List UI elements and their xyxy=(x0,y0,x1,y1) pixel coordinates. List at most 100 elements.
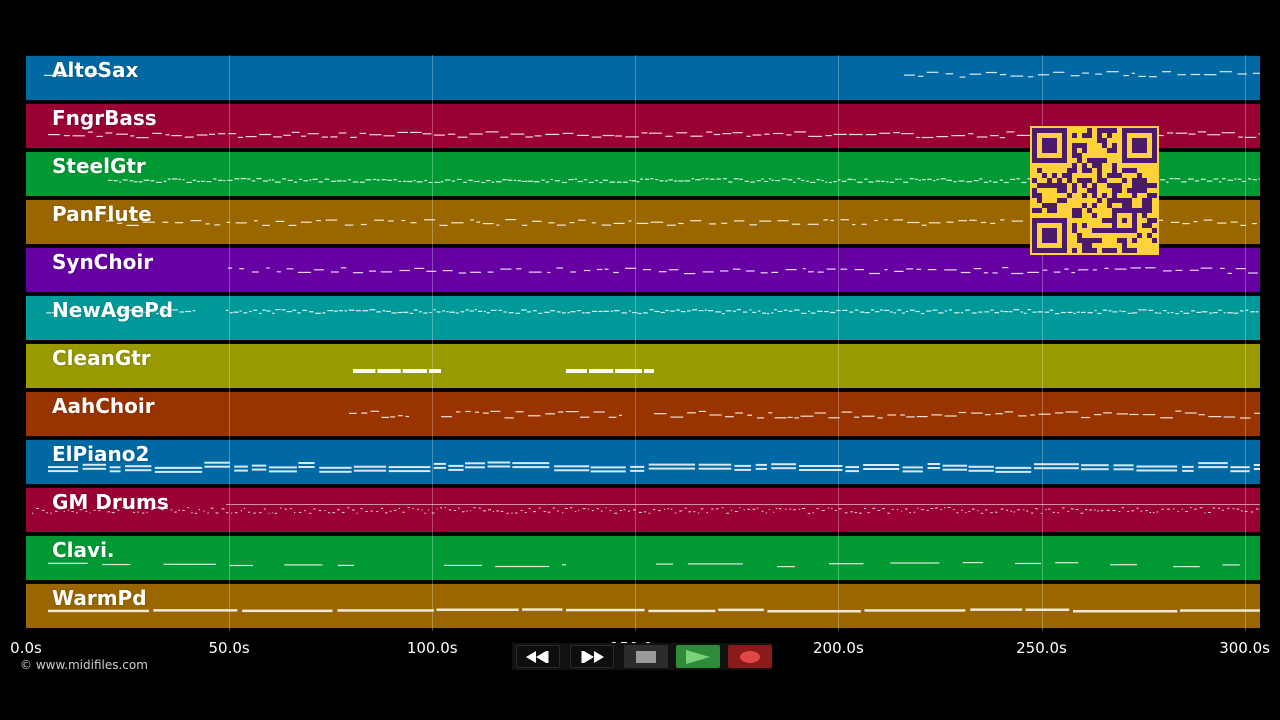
note xyxy=(602,134,615,137)
note xyxy=(1237,73,1247,75)
record-icon xyxy=(740,650,760,663)
note xyxy=(512,466,550,469)
note xyxy=(374,219,384,221)
note xyxy=(960,271,971,274)
note xyxy=(808,135,823,137)
note xyxy=(1190,507,1192,509)
note xyxy=(825,135,832,137)
note xyxy=(442,270,453,272)
note xyxy=(936,136,949,138)
note xyxy=(983,272,989,274)
note xyxy=(556,267,563,269)
note xyxy=(801,179,805,182)
stop-button[interactable] xyxy=(624,645,668,668)
note xyxy=(591,222,597,224)
note xyxy=(1017,509,1020,511)
copyright-text: © www.midifiles.com xyxy=(20,658,148,672)
note xyxy=(830,311,836,314)
note xyxy=(150,508,154,510)
note xyxy=(648,609,716,613)
fast-forward-button[interactable] xyxy=(570,645,614,668)
note xyxy=(508,312,514,314)
note xyxy=(960,312,963,314)
note xyxy=(192,179,197,181)
note xyxy=(520,510,523,511)
note xyxy=(678,180,684,182)
note xyxy=(325,219,338,221)
note xyxy=(1013,511,1016,513)
note xyxy=(174,511,177,513)
note xyxy=(890,311,893,313)
note xyxy=(589,369,614,373)
note xyxy=(227,179,233,181)
note xyxy=(1173,508,1175,510)
record-button[interactable] xyxy=(728,645,772,668)
note xyxy=(167,309,172,311)
note xyxy=(1028,76,1034,78)
note xyxy=(504,417,514,419)
track-notes xyxy=(48,608,1260,613)
note xyxy=(226,221,231,223)
note xyxy=(628,510,630,512)
note xyxy=(1136,465,1178,468)
note xyxy=(579,416,590,418)
note xyxy=(1032,311,1037,313)
note xyxy=(1213,312,1218,314)
note xyxy=(777,566,795,568)
note xyxy=(48,562,88,564)
note xyxy=(585,312,591,314)
note xyxy=(398,180,402,183)
note xyxy=(1198,414,1205,416)
note xyxy=(755,467,767,470)
note xyxy=(348,309,355,311)
note xyxy=(1131,72,1135,74)
note xyxy=(385,512,388,514)
note xyxy=(812,512,814,514)
note xyxy=(1181,508,1183,510)
note xyxy=(486,180,491,182)
note xyxy=(1094,414,1102,416)
note xyxy=(671,508,673,510)
note xyxy=(1138,75,1146,77)
note xyxy=(154,466,203,469)
note xyxy=(609,510,612,512)
note xyxy=(1250,311,1255,313)
note xyxy=(469,133,483,135)
play-button[interactable] xyxy=(676,645,720,668)
track-notes xyxy=(48,562,1240,568)
note xyxy=(433,309,436,311)
track-cleangtr: CleanGtr xyxy=(26,343,1260,389)
note xyxy=(1182,469,1194,472)
note xyxy=(918,75,924,77)
note xyxy=(768,509,770,510)
note xyxy=(286,268,294,270)
note xyxy=(668,269,679,271)
note xyxy=(1194,508,1197,510)
note xyxy=(698,512,700,514)
note xyxy=(254,220,258,222)
note xyxy=(556,224,566,226)
note xyxy=(1200,178,1206,180)
note xyxy=(483,510,486,512)
note xyxy=(810,312,816,314)
note xyxy=(771,463,796,466)
note xyxy=(971,312,977,314)
note xyxy=(742,311,748,313)
note xyxy=(352,181,359,183)
note xyxy=(752,311,757,313)
note xyxy=(203,510,205,512)
note xyxy=(807,512,811,514)
note xyxy=(1196,311,1201,313)
note xyxy=(1200,267,1213,269)
note xyxy=(835,510,837,511)
note xyxy=(619,509,622,511)
note xyxy=(959,76,966,78)
note xyxy=(922,179,926,181)
note xyxy=(197,180,200,183)
note xyxy=(424,219,436,221)
note xyxy=(678,222,684,225)
note xyxy=(234,469,248,472)
rewind-button[interactable] xyxy=(516,645,560,668)
note xyxy=(768,412,773,414)
note xyxy=(1067,510,1070,512)
